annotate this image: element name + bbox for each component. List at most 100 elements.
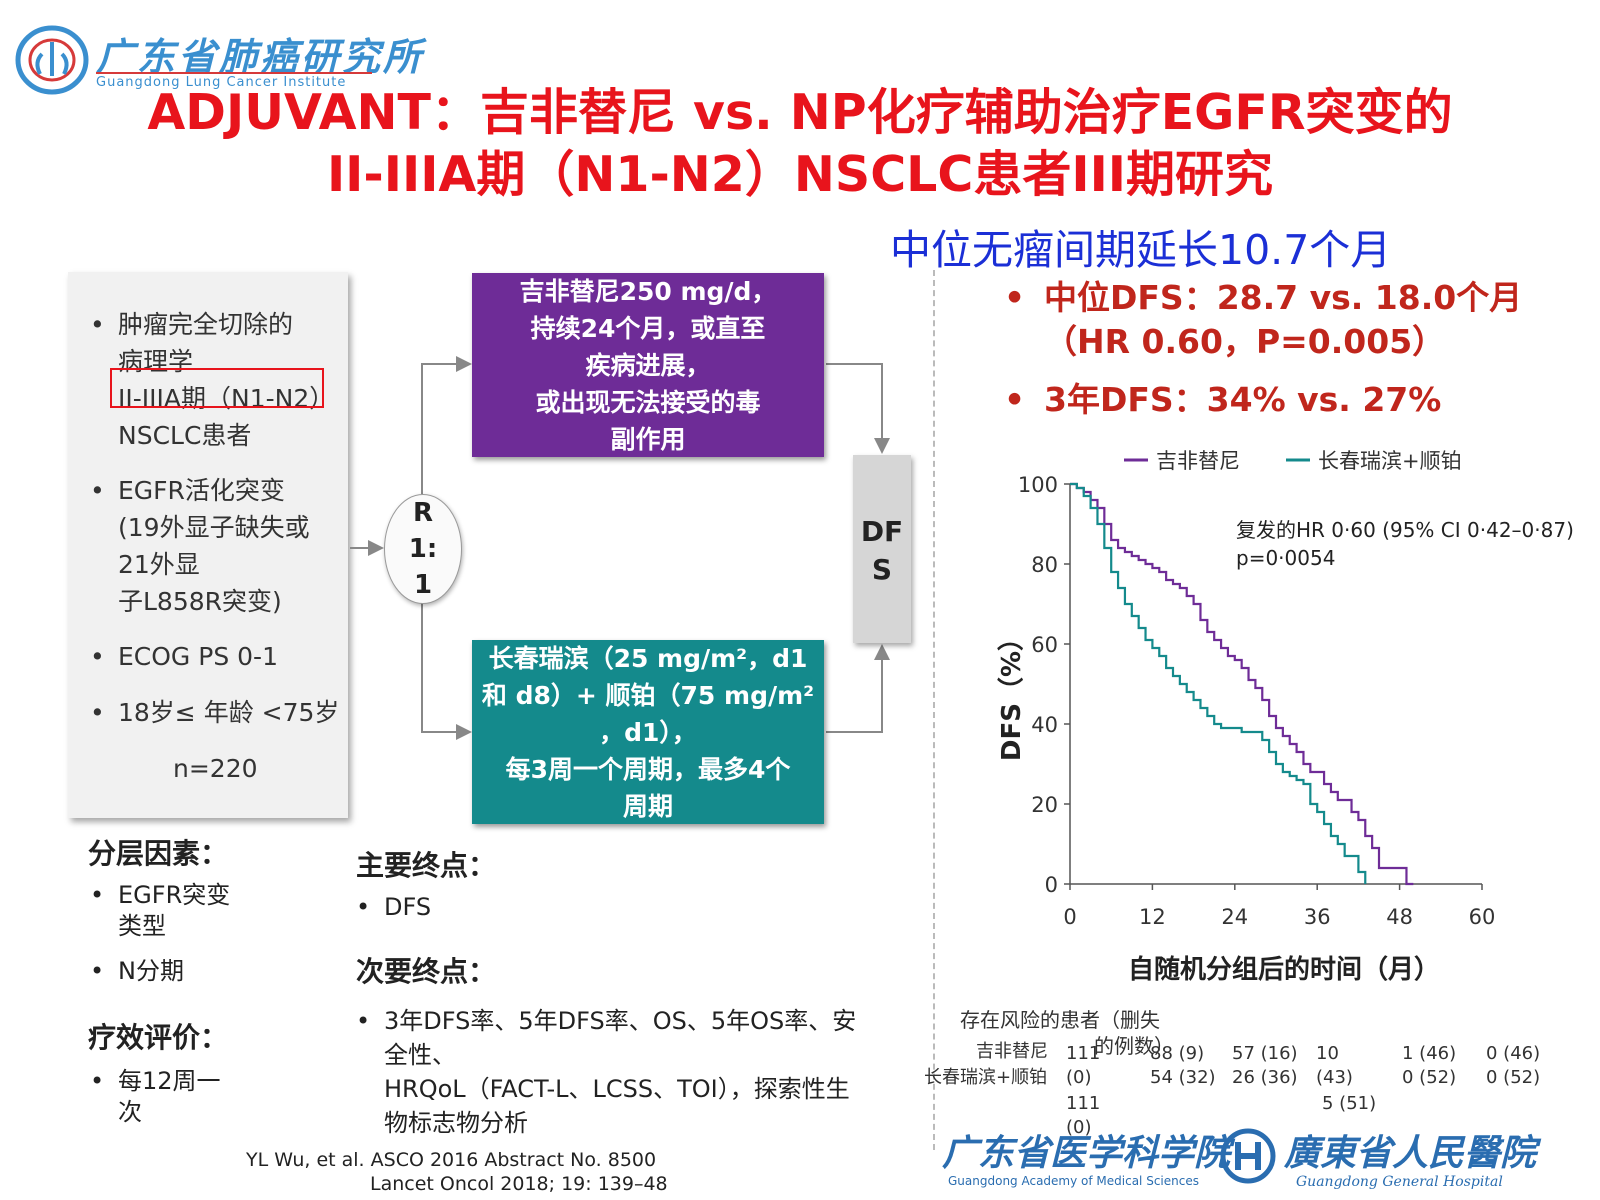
x-tick-label: 12 (1139, 905, 1166, 929)
criteria-1-line-1: 肿瘤完全切除的 (118, 310, 294, 339)
km-chart: 吉非替尼 长春瑞滨+顺铂 0 20 40 60 80 100 0 12 24 36 48 60 DFS（… (997, 449, 1574, 985)
strat-1-line-2: 类型 (118, 912, 166, 940)
highlight-rectangle (110, 368, 324, 408)
section-divider (933, 270, 935, 1150)
criteria-1-line-3: II-IIIA期（N1-N2） (118, 384, 335, 413)
criteria-2-line-3: 21外显 (118, 550, 200, 579)
secondary-item-1: • 3年DFS率、5年DFS率、OS、5年OS率、安 全性、 HRQoL（FAC… (356, 1004, 857, 1140)
bullet: • (90, 642, 105, 671)
x-tick-label: 24 (1221, 905, 1248, 929)
footer-logo-academy: 广东省医学科学院 (942, 1132, 1231, 1174)
arm1-line-4: 或出现无法接受的毒 (535, 388, 761, 417)
arm2-line-2: 和 d8）+ 顺铂（75 mg/m² (481, 681, 815, 710)
stratification-heading: 分层因素： (88, 837, 229, 870)
x-tick-label: 36 (1304, 905, 1331, 929)
criteria-4-line-1: 18岁≤ 年龄 <75岁 (118, 698, 340, 727)
bullet: • (90, 698, 105, 727)
footer-logo-hospital: 廣東省人民醫院 (1284, 1132, 1537, 1174)
chart-legend: 吉非替尼 长春瑞滨+顺铂 (1124, 449, 1462, 473)
y-axis-label: DFS（%） (997, 625, 1027, 761)
slide-title: ADJUVANT：吉非替尼 vs. NP化疗辅助治疗EGFR突变的 II-III… (0, 82, 1600, 206)
chart-curves (1070, 482, 1414, 886)
dfs-line-1: DF (860, 515, 904, 548)
footer-logos: 广东省医学科学院 Guangdong Academy of Medical Sc… (942, 1124, 1554, 1194)
citation: YL Wu, et al. ASCO 2016 Abstract No. 850… (246, 1148, 668, 1196)
bullet: • (1004, 278, 1026, 317)
criteria-2-line-4: 子L858R突变) (118, 587, 282, 616)
risk-np-60: 0 (52) (1486, 1067, 1541, 1088)
y-tick-label: 80 (1031, 553, 1058, 577)
risk-np-12: 54 (32) (1150, 1067, 1216, 1088)
arm1-line-3: 疾病进展， (585, 351, 711, 380)
footer-logo-hospital-en: Guangdong General Hospital (1296, 1174, 1503, 1190)
y-tick-label: 100 (1018, 473, 1058, 497)
criteria-1-line-2: 病理学 (118, 347, 194, 376)
title-line-1: ADJUVANT：吉非替尼 vs. NP化疗辅助治疗EGFR突变的 (147, 84, 1453, 141)
bullet: • (90, 881, 105, 909)
bullet: • (90, 957, 105, 985)
primary-1-line-1: DFS (384, 893, 432, 921)
bullet: • (1004, 380, 1026, 419)
x-tick-label: 60 (1469, 905, 1496, 929)
bullet: • (90, 476, 105, 505)
secondary-1-line-4: 物标志物分析 (384, 1109, 528, 1137)
risk-gef-12: 88 (9) (1150, 1043, 1205, 1064)
y-tick-label: 20 (1031, 793, 1058, 817)
dfs-endpoint-box: DF S (853, 455, 911, 643)
institute-logo-emblem-icon (15, 25, 89, 95)
km-curve-gefitinib (1070, 482, 1414, 886)
risk-np-36: (43) (1316, 1067, 1353, 1088)
bullet: • (356, 1007, 371, 1035)
efficacy-1-line-1: 每12周一 (118, 1067, 221, 1095)
arm2-line-3: ，d1）， (599, 718, 697, 747)
bullet: • (90, 1067, 105, 1095)
dfs-line-2: S (871, 553, 893, 586)
rand-line-2: 1: (408, 534, 438, 564)
y-tick-label: 60 (1031, 633, 1058, 657)
sample-size: n=220 (173, 754, 258, 783)
inclusion-criteria-box: • 肿瘤完全切除的 病理学 II-IIIA期（N1-N2） NSCLC患者 • … (68, 272, 348, 818)
x-tick-label: 0 (1063, 905, 1076, 929)
efficacy-item-1: • 每12周一 次 (90, 1066, 221, 1128)
hr-annotation-line-2: p=0·0054 (1236, 546, 1335, 570)
legend-label: 长春瑞滨+顺铂 (1318, 449, 1462, 473)
result-2-line-1: 3年DFS：34% vs. 27% (1044, 380, 1442, 419)
arm2-line-5: 周期 (622, 792, 673, 821)
primary-item-1: • DFS (356, 892, 432, 923)
secondary-1-line-1: 3年DFS率、5年DFS率、OS、5年OS率、安 (384, 1007, 857, 1035)
result-3yr-dfs: • 3年DFS：34% vs. 27% (1004, 378, 1442, 422)
secondary-1-line-2: 全性、 (384, 1041, 456, 1069)
strat-2-line-1: N分期 (118, 957, 184, 985)
efficacy-1-line-2: 次 (118, 1098, 142, 1126)
risk-np-0: (0) (1066, 1067, 1092, 1088)
risk-gef-48: 1 (46) (1402, 1043, 1457, 1064)
risk-np-24: 26 (36) (1232, 1067, 1298, 1088)
risk-row-label-gefitinib: 吉非替尼 (976, 1041, 1048, 1062)
citation-line-2: Lancet Oncol 2018; 19: 139–48 (370, 1173, 668, 1195)
strat-1-line-1: EGFR突变 (118, 881, 231, 909)
arm2-line-1: 长春瑞滨（25 mg/m²，d1 (488, 644, 808, 673)
criteria-1-line-4: NSCLC患者 (118, 421, 252, 450)
arm1-line-1: 吉非替尼250 mg/d， (519, 277, 777, 306)
title-line-2: II-IIIA期（N1-N2）NSCLC患者III期研究 (326, 146, 1274, 203)
strat-item-2: • N分期 (90, 956, 184, 987)
criteria-item-2: • EGFR活化突变 (19外显子缺失或 21外显 子L858R突变) (90, 472, 310, 620)
institute-logo-name: 广东省肺癌研究所 (96, 34, 425, 79)
y-tick-label: 40 (1031, 713, 1058, 737)
y-tick-label: 0 (1045, 873, 1058, 897)
arm1-line-5: 副作用 (610, 425, 686, 454)
x-tick-label: 48 (1386, 905, 1413, 929)
efficacy-heading: 疗效评价： (88, 1021, 229, 1054)
x-axis-label: 自随机分组后的时间（月） (1128, 954, 1440, 985)
risk-row-label-np: 长春瑞滨+顺铂 (924, 1067, 1048, 1088)
randomization-circle: R 1: 1 (384, 494, 462, 604)
result-1-line-2: （HR 0.60，P=0.005） (1044, 322, 1446, 361)
bullet: • (356, 893, 371, 921)
citation-line-1: YL Wu, et al. ASCO 2016 Abstract No. 850… (246, 1149, 657, 1171)
risk-table-heading-2: 的例数） (1094, 1034, 1174, 1058)
institute-logo-english: Guangdong Lung Cancer Institute (96, 72, 372, 90)
slide-subtitle: 中位无瘤间期延长10.7个月 (890, 226, 1392, 274)
legend-label: 吉非替尼 (1156, 449, 1240, 473)
hospital-emblem-icon (1220, 1128, 1276, 1184)
secondary-1-line-3: HRQoL（FACT-L、LCSS、TOI），探索性生 (384, 1075, 850, 1103)
